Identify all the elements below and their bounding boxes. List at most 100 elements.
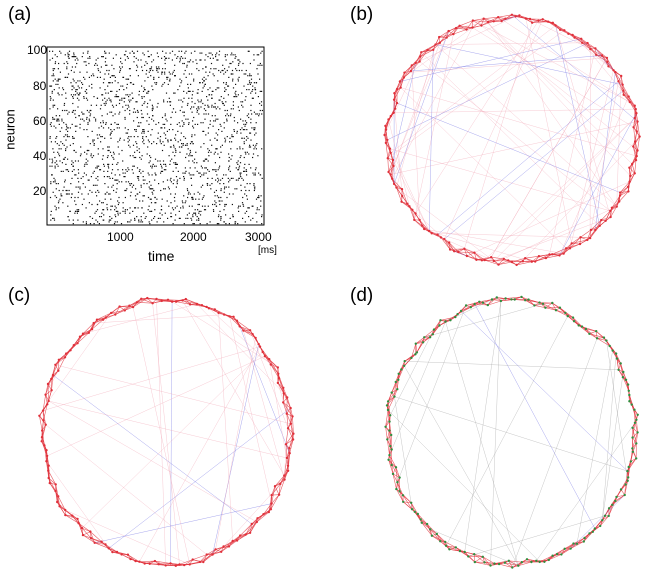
spike-mark bbox=[124, 209, 126, 211]
spike-mark bbox=[94, 64, 96, 66]
spike-mark bbox=[189, 90, 191, 92]
spike-mark bbox=[59, 115, 61, 117]
spike-mark bbox=[226, 109, 228, 112]
network-edge bbox=[182, 300, 191, 305]
spike-mark bbox=[88, 76, 90, 78]
spike-mark bbox=[247, 207, 249, 209]
network-edge bbox=[91, 319, 104, 330]
network-edge bbox=[596, 338, 610, 347]
network-node bbox=[65, 352, 68, 355]
network-edge bbox=[487, 297, 497, 306]
spike-mark bbox=[155, 202, 157, 204]
network-edge bbox=[493, 18, 506, 22]
network-node bbox=[593, 527, 597, 530]
spike-mark bbox=[218, 200, 220, 202]
network-node bbox=[447, 241, 451, 244]
spike-mark bbox=[101, 136, 103, 138]
spike-mark bbox=[170, 177, 172, 179]
spike-mark bbox=[63, 158, 65, 160]
spike-mark bbox=[143, 102, 145, 105]
spike-mark bbox=[254, 146, 256, 148]
spike-mark bbox=[235, 90, 237, 92]
network-node bbox=[291, 438, 295, 441]
spike-mark bbox=[53, 89, 55, 91]
spike-mark bbox=[224, 203, 226, 206]
spike-mark bbox=[82, 113, 84, 115]
network-node bbox=[46, 403, 49, 406]
spike-mark bbox=[111, 130, 113, 132]
spike-mark bbox=[157, 102, 159, 105]
spike-mark bbox=[179, 125, 181, 127]
network-node bbox=[395, 487, 398, 491]
network-edge bbox=[401, 361, 405, 370]
spike-mark bbox=[65, 139, 67, 141]
network-edge bbox=[556, 548, 571, 555]
network-node bbox=[408, 205, 411, 208]
network-node bbox=[57, 369, 60, 372]
spike-mark bbox=[189, 149, 191, 152]
spike-mark bbox=[95, 219, 97, 221]
spike-mark bbox=[164, 73, 166, 75]
spike-mark bbox=[73, 56, 75, 58]
spike-mark bbox=[229, 141, 231, 143]
spike-mark bbox=[119, 99, 121, 101]
spike-mark bbox=[172, 170, 174, 172]
spike-mark bbox=[108, 221, 110, 223]
spike-mark bbox=[150, 184, 152, 186]
spike-mark bbox=[67, 127, 69, 129]
network-node bbox=[263, 355, 267, 358]
network-node bbox=[510, 298, 513, 301]
spike-mark bbox=[198, 172, 200, 174]
network-edge bbox=[634, 160, 637, 174]
network-chord bbox=[182, 300, 285, 476]
spike-mark bbox=[84, 163, 86, 165]
spike-mark bbox=[230, 113, 232, 115]
spike-mark bbox=[96, 76, 99, 78]
spike-mark bbox=[243, 167, 245, 169]
network-node bbox=[434, 43, 437, 46]
spike-mark bbox=[255, 212, 257, 214]
network-node bbox=[269, 508, 273, 511]
network-chord bbox=[570, 494, 625, 549]
spike-mark bbox=[211, 183, 213, 185]
network-node bbox=[495, 296, 498, 299]
spike-mark bbox=[123, 54, 126, 56]
network-node bbox=[222, 545, 225, 548]
network-node bbox=[155, 297, 158, 301]
spike-mark bbox=[152, 108, 154, 110]
network-edge bbox=[581, 326, 590, 335]
spike-mark bbox=[170, 146, 172, 148]
network-node bbox=[419, 55, 422, 58]
spike-mark bbox=[49, 96, 51, 98]
network-edge bbox=[65, 514, 79, 524]
network-node bbox=[635, 418, 638, 421]
network-node bbox=[400, 188, 404, 191]
spike-mark bbox=[141, 96, 143, 98]
spike-mark bbox=[203, 113, 205, 115]
spike-mark bbox=[102, 219, 104, 221]
spike-mark bbox=[237, 160, 239, 162]
spike-mark bbox=[95, 118, 97, 120]
network-edge bbox=[274, 486, 280, 495]
network-edge bbox=[129, 298, 142, 306]
network-chord bbox=[431, 233, 495, 262]
network-node bbox=[582, 540, 585, 543]
spike-mark bbox=[175, 163, 177, 165]
network-node bbox=[577, 324, 580, 327]
spike-mark bbox=[90, 104, 92, 106]
spike-mark bbox=[211, 106, 213, 108]
spike-mark bbox=[245, 123, 247, 125]
network-node bbox=[524, 17, 528, 20]
spike-mark bbox=[58, 94, 60, 96]
spike-mark bbox=[247, 75, 249, 77]
spike-mark bbox=[192, 216, 194, 218]
spike-mark bbox=[72, 97, 74, 99]
network-edge bbox=[387, 439, 390, 456]
network-node bbox=[448, 548, 451, 551]
spike-mark bbox=[58, 207, 60, 209]
spike-mark bbox=[212, 209, 215, 211]
spike-mark bbox=[168, 188, 170, 190]
spike-mark bbox=[253, 54, 255, 56]
network-node bbox=[277, 372, 280, 375]
